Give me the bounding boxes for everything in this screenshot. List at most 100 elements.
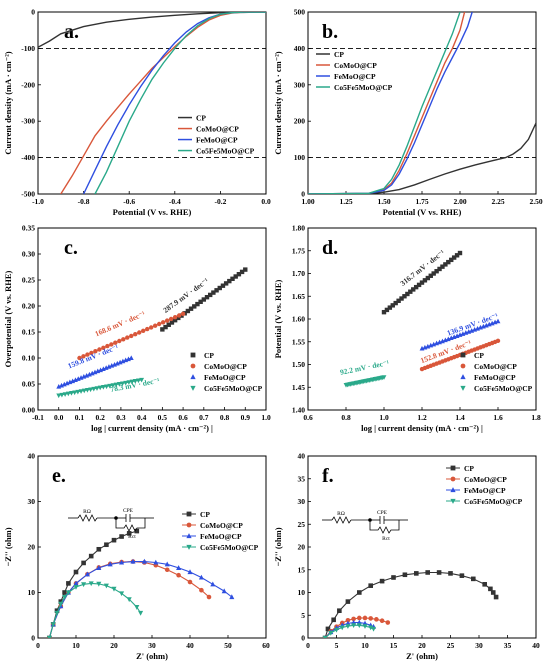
data-point: [84, 571, 90, 577]
data-point: [66, 581, 71, 586]
circuit-label: RΩ: [83, 509, 91, 515]
series-line-CP: [324, 571, 497, 638]
data-point: [50, 622, 56, 628]
plot-frame: [37, 11, 267, 195]
x-tick-label: 0.8: [220, 413, 230, 422]
x-tick-label: 0.5: [158, 413, 168, 422]
resistor-rct: [115, 518, 146, 532]
data-point: [493, 594, 499, 600]
legend: CP CoMoO@CP FeMoO@CP Co5Fe5MoO@CP: [190, 351, 263, 393]
x-tick-label: 15: [390, 641, 398, 650]
x-tick-label: 0.1: [75, 413, 85, 422]
data-point: [73, 569, 79, 575]
y-axis-label: Overpotential (V vs. RHE): [3, 271, 13, 368]
x-tick-label: 25: [447, 641, 455, 650]
legend-swatch: [186, 511, 192, 517]
legend-entry: CoMoO@CP: [200, 521, 243, 530]
legend-entry: CP: [200, 510, 210, 519]
y-tick-label: 1.55: [292, 337, 305, 346]
legend-swatch: [460, 352, 466, 358]
x-tick-label: 1.25: [339, 197, 352, 206]
series-line-Co5Fe5MoO@CP: [308, 12, 461, 194]
equivalent-circuit: RΩ CPE Rct: [322, 510, 408, 542]
data-point: [210, 581, 216, 587]
circuit-label: Rct: [382, 536, 390, 542]
resistor-r-ohm: [77, 514, 98, 522]
data-point: [62, 590, 67, 595]
fit-line: [383, 252, 461, 313]
y-tick-label: 0: [301, 190, 305, 199]
data-point: [488, 586, 493, 592]
y-tick-label: 100: [294, 153, 306, 162]
data-point: [160, 327, 165, 332]
y-tick-label: 400: [294, 44, 306, 53]
panel-c: -0.1 0.0 0.1 0.2 0.3 0.4 0.5 0.6 0.7 0.8 0.9 1.0 0.0…: [3, 224, 271, 434]
y-tick-label: 0.25: [22, 276, 35, 285]
fit-line: [345, 376, 385, 386]
legend-entry: Co5Fe5MoO@CP: [334, 83, 393, 92]
data-point: [333, 627, 340, 633]
y-tick-label: 35: [298, 474, 306, 483]
x-tick-label: 5: [335, 641, 339, 650]
y-axis-label: Potential (V vs. RHE): [273, 279, 283, 358]
data-point: [490, 590, 496, 595]
data-point: [107, 561, 113, 567]
x-tick-label: 20: [110, 641, 118, 650]
tafel-slope-label: 92.2 mV · dec⁻¹: [339, 358, 390, 377]
x-tick-label: 0: [36, 641, 40, 650]
legend-swatch: [190, 363, 196, 369]
x-tick-label: 60: [262, 641, 270, 650]
y-tick-label: 1.80: [292, 224, 305, 233]
circuit-label: Rct: [128, 534, 136, 540]
x-tick-label: 0.9: [241, 413, 251, 422]
y-tick-label: 30: [28, 497, 36, 506]
data-point: [164, 561, 170, 567]
legend-entry: Co5Fe5MoO@CP: [464, 497, 523, 506]
panel-label: c.: [64, 237, 78, 259]
legend-entry: CoMoO@CP: [204, 362, 247, 371]
data-point: [206, 594, 212, 600]
data-point: [128, 355, 134, 360]
legend-entry: Co5Fe5MoO@CP: [196, 146, 255, 155]
equivalent-circuit: RΩ CPE Rct: [68, 508, 154, 540]
x-tick-label: 1.0: [261, 413, 271, 422]
y-tick-label: 0: [31, 8, 35, 17]
legend-entry: FeMoO@CP: [200, 532, 242, 541]
data-point: [73, 580, 79, 586]
data-point: [96, 546, 102, 552]
data-point: [345, 617, 351, 623]
data-point: [111, 586, 117, 592]
y-axis-label: −Z'' (ohm): [3, 527, 13, 566]
y-tick-label: 300: [294, 80, 306, 89]
x-tick-label: 2.25: [491, 197, 504, 206]
series-line-Co5Fe5MoO@CP: [94, 12, 266, 194]
data-point: [73, 584, 79, 590]
data-point: [104, 542, 109, 548]
x-tick-label: 0.6: [178, 413, 188, 422]
y-tick-label: 0.00: [22, 406, 35, 415]
legend-entry: CoMoO@CP: [474, 362, 517, 371]
x-tick-label: 1.0: [379, 413, 389, 422]
series-line-FeMoO@CP: [308, 12, 473, 194]
panel-b: 1.00 1.25 1.50 1.75 2.00 2.25 2.50 0 100 200 300 40…: [273, 8, 543, 218]
legend-swatch: [460, 374, 466, 380]
x-tick-label: 0.3: [116, 413, 126, 422]
legend: CP CoMoO@CP FeMoO@CP Co5Fe5MoO@CP: [182, 510, 259, 552]
data-point: [62, 594, 68, 600]
data-point: [119, 591, 125, 597]
y-axis-label: Current density (mA · cm⁻²): [3, 51, 13, 154]
x-axis-label: Potential (V vs. RHE): [113, 207, 192, 217]
y-tick-label: 10: [298, 588, 306, 597]
x-axis-label: Potential (V vs. RHE): [383, 207, 462, 217]
data-point: [482, 582, 487, 587]
tafel-slope-label: 78.3 mV · dec⁻¹: [110, 376, 161, 394]
x-axis-label: log | current density (mA · cm⁻²) |: [361, 423, 483, 433]
x-tick-label: 20: [418, 641, 426, 650]
data-point: [58, 601, 64, 607]
plot-area: [343, 250, 501, 388]
x-tick-label: 0.8: [341, 413, 351, 422]
fit-line: [421, 320, 499, 350]
x-tick-label: 1.50: [377, 197, 390, 206]
plot-frame: [37, 227, 267, 411]
